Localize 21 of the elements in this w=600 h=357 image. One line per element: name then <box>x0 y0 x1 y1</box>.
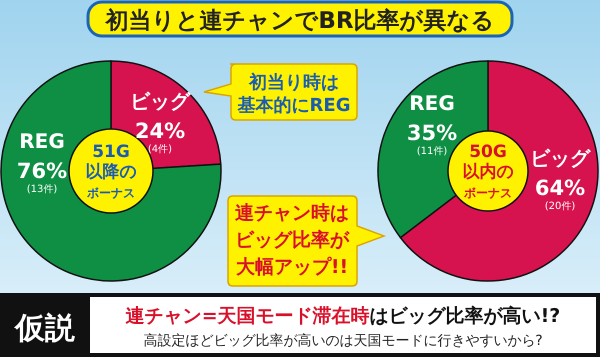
data-label: 35% <box>406 121 458 145</box>
text: 仮説 <box>13 311 75 346</box>
data-label: 64% <box>534 176 586 200</box>
text: 初当り時は基本的にREG <box>236 72 350 116</box>
text: 50G以内のボーナス <box>462 142 514 200</box>
text: はビッグ比率が高い!? <box>370 305 560 327</box>
slice-label: ビッグ <box>530 146 591 170</box>
data-label: 76% <box>16 159 68 183</box>
text: 連チャン時はビッグ比率が大幅アップ!! <box>235 202 350 278</box>
text: (20件) <box>544 201 576 212</box>
text: (13件) <box>26 184 58 195</box>
text: 初当りと連チャンでBR比率が異なる <box>104 7 495 34</box>
slice-label: REG <box>19 129 65 153</box>
text: (11件) <box>416 146 448 157</box>
text: 高設定ほどビッグ比率が高いのは天国モードに行きやすいから? <box>143 333 543 349</box>
text: 51G以降のボーナス <box>86 142 136 200</box>
slice-label: ビッグ <box>130 89 191 113</box>
text: (4件) <box>148 144 172 155</box>
data-label: 24% <box>134 119 186 143</box>
slice-label: REG <box>409 91 455 115</box>
text: 連チャン=天国モード滞在時 <box>126 305 370 327</box>
